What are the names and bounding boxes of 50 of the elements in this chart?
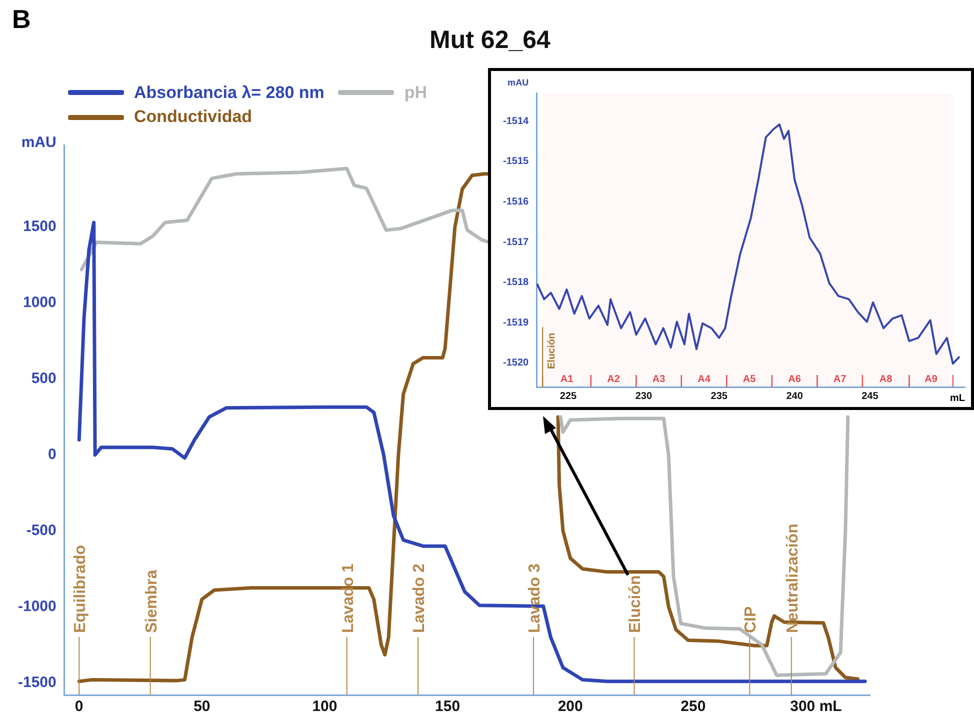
ref-line-label: Lavado 3 [526,564,544,633]
legend-label: Absorbancia λ= 280 nm [134,82,324,104]
y-tick-label: -1500 [18,674,56,691]
legend-label: pH [404,82,428,104]
x-axis-title: mL [950,392,965,404]
x-tick-label: 150 [435,698,460,716]
band-label: A1 [560,374,574,385]
band-label: A3 [652,374,666,385]
x-tick-label: 230 [635,390,652,402]
x-tick-label: 300 mL [790,698,842,716]
y-tick-label: -500 [26,522,56,540]
y-axis-title: mAU [21,134,56,152]
x-tick-label: 100 [312,698,338,716]
chart-title: Mut 62_64 [430,26,550,54]
band-label: A6 [788,374,802,385]
y-tick-label: 500 [31,370,56,388]
y-tick-label: -1518 [503,277,530,288]
band-label: A4 [698,374,711,385]
x-tick-label: 0 [74,698,84,716]
y-tick-label: -1517 [503,236,530,248]
y-tick-label: -1516 [503,196,530,208]
band-label: A5 [742,374,756,385]
x-tick-label: 240 [786,390,804,402]
y-tick-label: 1500 [22,218,56,236]
text: B [12,4,31,35]
ref-line-label: Elución [627,575,644,633]
x-tick-label: 245 [862,390,879,402]
x-tick-label: 235 [710,390,728,402]
ref-line-label: Siembra [143,570,160,633]
ref-line-label: CIP [742,606,760,633]
band-label: A2 [607,374,620,385]
ref-line-label: Elución [546,332,558,369]
y-tick-label: -1515 [503,156,530,168]
ref-line-label: Equilibrado [72,544,90,633]
y-tick-label: -1000 [18,598,56,616]
ref-line-label: Lavado 2 [411,564,428,633]
x-tick-label: 200 [558,698,583,716]
y-tick-label: -1519 [503,317,530,328]
y-tick-label: -1520 [503,358,530,369]
y-tick-label: 1000 [22,294,56,312]
band-label: A7 [833,374,847,385]
band-label: A9 [924,374,938,385]
band-label: A8 [879,374,893,385]
x-tick-label: 225 [560,390,578,402]
y-axis-title: mAU [508,77,529,88]
x-tick-label: 50 [194,698,210,716]
y-tick-label: 0 [48,446,56,464]
y-tick-label: -1514 [503,116,530,127]
legend-label: Conductividad [134,106,252,128]
x-tick-label: 250 [680,698,706,716]
